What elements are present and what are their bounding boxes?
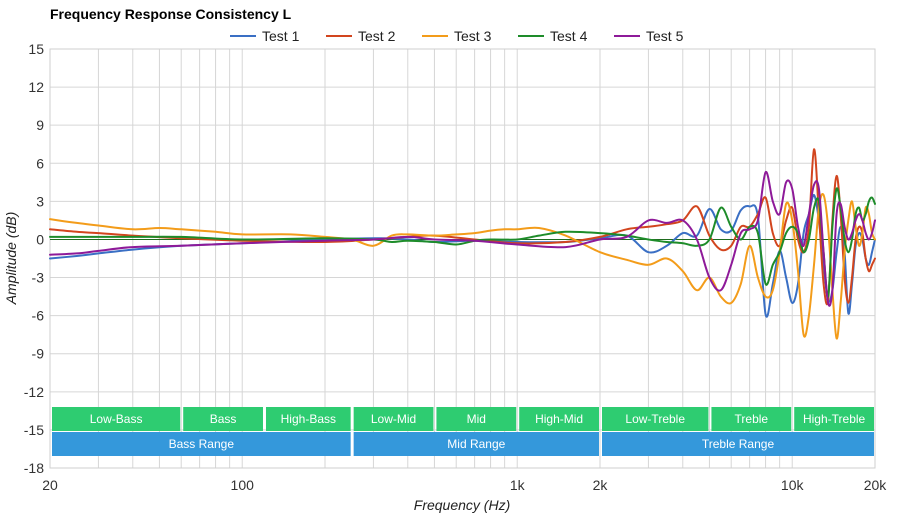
plot-frame [49, 48, 876, 469]
band-label: Low-Bass [90, 412, 143, 426]
y-tick-label: 3 [36, 193, 44, 209]
x-tick-label: 1k [510, 477, 526, 493]
band-low-bass [52, 407, 181, 431]
y-axis-title: Amplitude (dB) [3, 212, 19, 306]
band-label: Low-Mid [371, 412, 416, 426]
band-label: Mid [467, 412, 486, 426]
series-lines [49, 148, 876, 340]
band-bass-range [52, 432, 351, 456]
series-line-test-4 [49, 187, 876, 298]
legend-label: Test 3 [454, 28, 492, 44]
band-high-mid [519, 407, 599, 431]
y-tick-label: -3 [32, 270, 45, 286]
y-tick-label: 9 [36, 117, 44, 133]
band-label: Bass Range [169, 437, 235, 451]
band-label: Treble [735, 412, 769, 426]
y-tick-label: -18 [24, 460, 44, 476]
grid [49, 48, 876, 469]
band-bass [183, 407, 263, 431]
band-label: Treble Range [702, 437, 775, 451]
band-mid-range [353, 432, 599, 456]
y-tick-label: 15 [28, 41, 44, 57]
x-tick-label: 10k [781, 477, 805, 493]
legend-label: Test 2 [358, 28, 396, 44]
legend: Test 1 Test 2 Test 3 Test 4 Test 5 [230, 28, 684, 44]
band-treble-range [602, 432, 874, 456]
band-treble [711, 407, 792, 431]
y-tick-label: 6 [36, 155, 44, 171]
legend-label: Test 4 [550, 28, 588, 44]
band-label: High-Bass [281, 412, 336, 426]
y-tick-label: -12 [24, 384, 44, 400]
band-low-treble [602, 407, 709, 431]
band-mid [436, 407, 517, 431]
band-high-bass [265, 407, 351, 431]
band-label: Bass [210, 412, 237, 426]
band-label: Low-Treble [625, 412, 685, 426]
series-line-test-1 [49, 193, 876, 318]
y-tick-label: 12 [28, 79, 44, 95]
band-label: High-Mid [535, 412, 583, 426]
x-tick-label: 20 [42, 477, 58, 493]
series-line-test-3 [49, 193, 876, 340]
legend-label: Test 5 [646, 28, 684, 44]
x-tick-label: 20k [864, 477, 888, 493]
series-line-test-5 [49, 171, 876, 307]
x-tick-label: 2k [593, 477, 609, 493]
legend-label: Test 1 [262, 28, 300, 44]
band-low-mid [353, 407, 434, 431]
band-label: Mid Range [447, 437, 505, 451]
band-label: High-Treble [803, 412, 866, 426]
x-tick-label: 100 [231, 477, 255, 493]
y-tick-label: 0 [36, 231, 44, 247]
y-tick-label: -9 [32, 346, 45, 362]
y-tick-label: -6 [32, 308, 45, 324]
y-tick-label: -15 [24, 422, 44, 438]
x-axis-title: Frequency (Hz) [414, 497, 510, 513]
band-high-treble [794, 407, 874, 431]
range-bands: Low-Bass Bass High-Bass Low-Mid Mid High-Mid L… [52, 407, 874, 456]
chart-title: Frequency Response Consistency L [50, 6, 292, 22]
